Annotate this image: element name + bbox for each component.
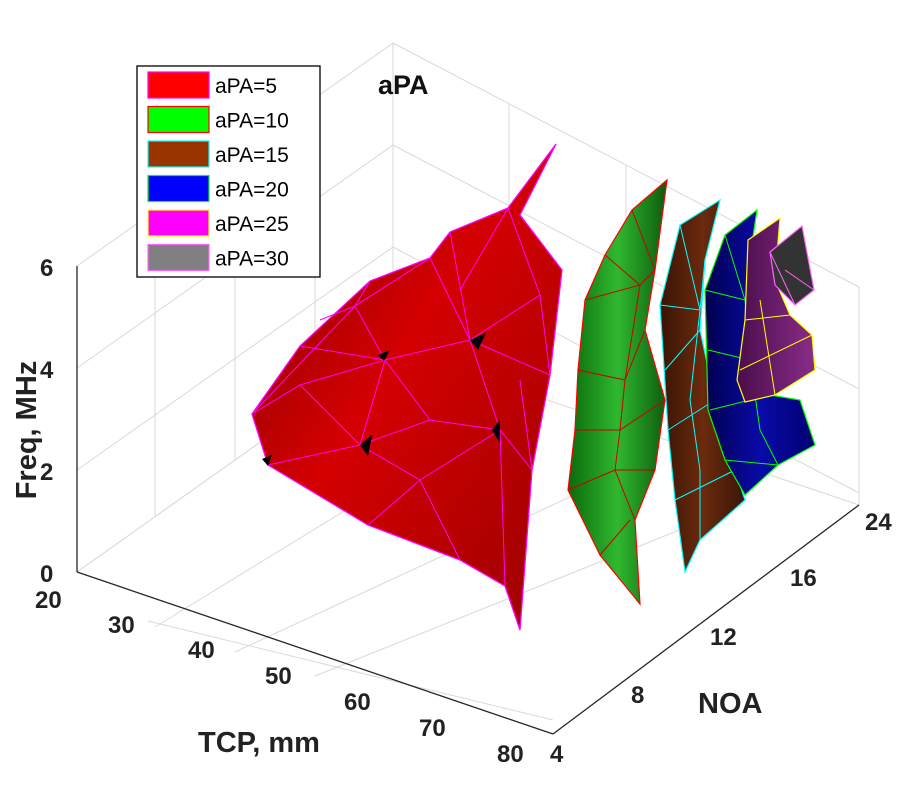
- y-tick-labels: 4 8 12 16 24: [550, 509, 892, 768]
- x-tick-label: 60: [344, 689, 371, 716]
- x-tick-label: 40: [188, 637, 215, 664]
- legend-label: aPA=25: [215, 213, 289, 236]
- legend-swatch: [147, 209, 210, 237]
- z-tick-label: 4: [40, 357, 54, 384]
- z-tick-label: 2: [40, 459, 53, 486]
- z-tick-labels: 0 2 4 6: [40, 255, 54, 588]
- legend-label: aPA=5: [215, 75, 277, 98]
- axis-lines: [76, 266, 860, 735]
- x-axis-label: TCP, mm: [198, 727, 320, 759]
- series-apa-30-surface: [769, 224, 815, 306]
- legend-label: aPA=30: [215, 248, 289, 271]
- series-apa-5-surface: [251, 143, 563, 631]
- series-apa-10-surface: [567, 178, 668, 606]
- x-tick-label: 50: [265, 663, 292, 690]
- legend-swatch: [147, 140, 210, 168]
- y-tick-label: 12: [710, 624, 737, 651]
- legend-swatch: [147, 174, 210, 203]
- legend-label: aPA=15: [215, 144, 289, 167]
- legend-label: aPA=10: [215, 110, 289, 133]
- y-tick-label: 8: [631, 682, 644, 709]
- x-tick-label: 20: [35, 587, 62, 614]
- legend-swatch: [147, 105, 210, 134]
- z-tick-label: 6: [40, 255, 53, 282]
- x-tick-labels: 20 30 40 50 60 70 80: [35, 587, 524, 768]
- z-axis-label: Freq, MHz: [11, 361, 43, 500]
- x-tick-label: 70: [419, 715, 446, 742]
- legend-swatch: [147, 243, 210, 272]
- y-axis-label: NOA: [698, 688, 763, 720]
- series-apa-25-surface: [736, 216, 816, 403]
- legend: aPA=5 aPA=10 aPA=15 aPA=20 aPA=25 aPA=30: [136, 65, 321, 278]
- y-tick-label: 4: [550, 741, 564, 768]
- z-tick-label: 0: [40, 561, 53, 588]
- y-tick-label: 16: [790, 565, 817, 592]
- y-tick-label: 24: [865, 509, 892, 536]
- x-tick-label: 80: [497, 741, 524, 768]
- x-tick-label: 30: [108, 612, 135, 639]
- legend-label: aPA=20: [215, 179, 289, 202]
- legend-swatch: [147, 71, 210, 99]
- chart-title: aPA: [378, 70, 429, 100]
